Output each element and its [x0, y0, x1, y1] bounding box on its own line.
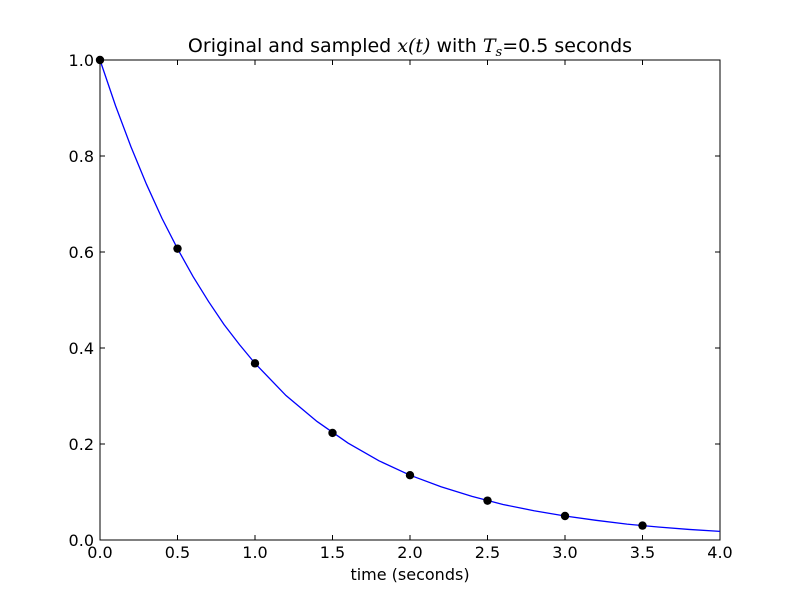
- x-tick-label: 3.5: [630, 543, 655, 562]
- sample-point: [483, 496, 492, 505]
- y-tick-label: 0.6: [69, 243, 94, 262]
- title-prefix: Original and sampled: [188, 35, 397, 57]
- x-tick-label: 3.0: [552, 543, 577, 562]
- chart-title: Original and sampled x(t) with Ts=0.5 se…: [188, 35, 632, 60]
- title-middle: with: [430, 35, 482, 57]
- sample-point: [328, 428, 337, 438]
- title-math-var: T: [483, 35, 497, 57]
- sample-point: [250, 359, 260, 368]
- y-tick-label: 1.0: [69, 51, 94, 70]
- title-math-sub: s: [496, 45, 503, 60]
- sample-point: [560, 511, 570, 521]
- y-tick-label: 0.8: [69, 147, 94, 166]
- ticks-layer: 0.0 0.5 1.0 1.5 2.0 2.5 3.0 3.5 4.0 0.0 0.2 0.4 0.6 0…: [69, 51, 733, 562]
- x-tick-label: 0.5: [165, 543, 190, 562]
- series-layer: [95, 55, 721, 533]
- y-tick-label: 0.0: [69, 531, 94, 550]
- x-tick-label: 4.0: [707, 543, 732, 562]
- title-math-func: x(t): [397, 35, 430, 57]
- y-tick-label: 0.4: [69, 339, 94, 358]
- y-tick-label: 0.2: [69, 435, 94, 454]
- sample-point: [173, 244, 182, 253]
- title-suffix: =0.5 seconds: [502, 35, 632, 57]
- x-tick-label: 0.0: [87, 543, 112, 562]
- x-tick-label: 1.0: [242, 543, 267, 562]
- x-tick-label: 1.5: [320, 543, 345, 562]
- x-tick-label: 2.5: [475, 543, 500, 562]
- sample-point: [638, 521, 647, 530]
- x-tick-label: 2.0: [397, 543, 422, 562]
- x-axis-label: time (seconds): [350, 565, 469, 584]
- sample-point: [405, 471, 415, 480]
